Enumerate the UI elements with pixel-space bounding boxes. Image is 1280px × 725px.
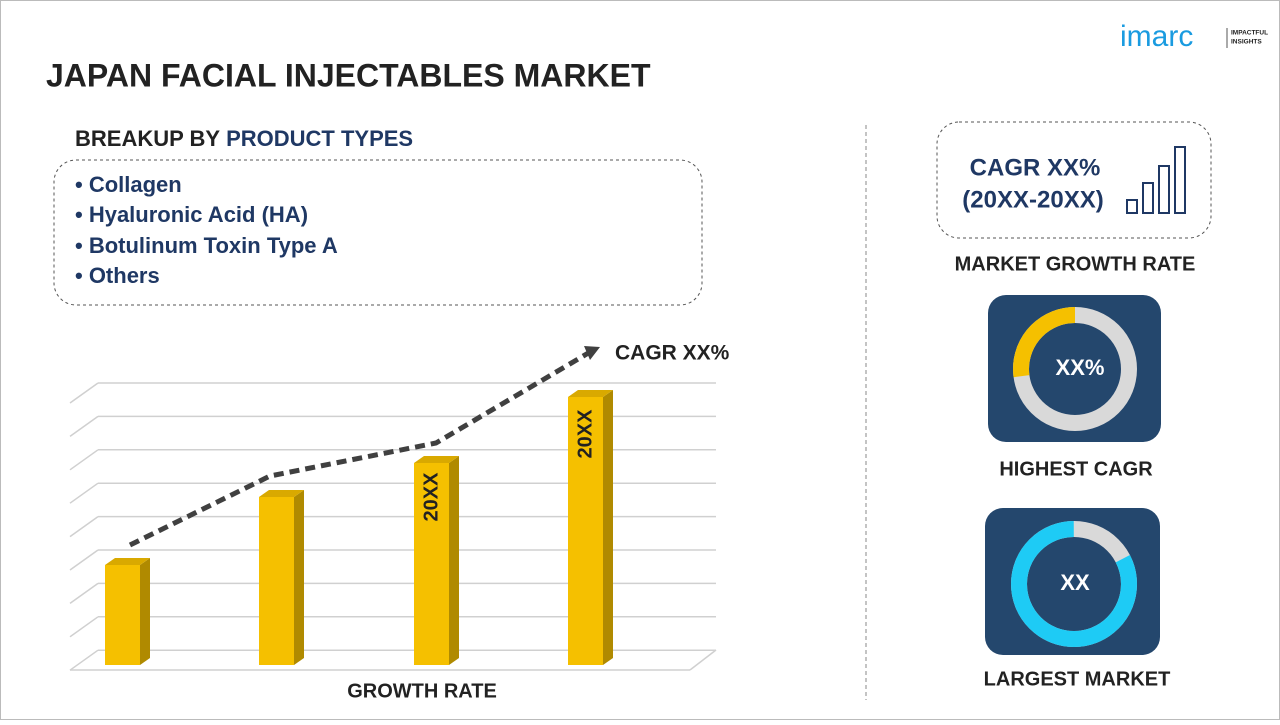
bar-label: 20XX — [420, 472, 442, 522]
growth-icon — [1126, 146, 1186, 214]
bar-side — [449, 456, 459, 665]
grid-slant — [69, 482, 99, 504]
donut-arc — [1011, 521, 1137, 647]
list-item: • Botulinum Toxin Type A — [75, 233, 338, 258]
grid-slant — [69, 549, 99, 571]
list-box — [53, 159, 703, 306]
cagr-caption: HIGHEST CAGR — [999, 458, 1153, 480]
section-heading: BREAKUP BY PRODUCT TYPES — [75, 126, 413, 151]
donut-arc — [1013, 307, 1137, 431]
grid-slant — [69, 415, 99, 438]
market-caption: LARGEST MARKET — [984, 668, 1171, 690]
trend-label: CAGR XX% — [615, 342, 730, 365]
bar-side — [294, 490, 304, 665]
bar-front — [259, 497, 294, 665]
grid-floor — [689, 649, 717, 671]
growth-line: CAGR XX% — [970, 154, 1101, 181]
bar-front — [414, 463, 449, 665]
grid-slant — [69, 382, 99, 404]
list-item: • Collagen — [75, 172, 182, 197]
logo-tagline: IMPACTFUL — [1231, 30, 1268, 37]
heading-prefix: BREAKUP BY — [75, 126, 220, 151]
trend-arrow — [128, 349, 592, 548]
bar-top — [105, 558, 150, 565]
bar-label: 20XX — [574, 409, 596, 459]
logo-brand: imarc — [1120, 20, 1193, 53]
grid-slant — [69, 515, 99, 538]
grid-slant — [69, 616, 99, 638]
list-item: • Others — [75, 263, 160, 288]
growth-caption: MARKET GROWTH RATE — [955, 253, 1196, 275]
heading-topic: PRODUCT TYPES — [226, 126, 413, 151]
arrow-head — [584, 346, 600, 360]
growth-line: (20XX-20XX) — [962, 186, 1103, 213]
grid-slant — [69, 582, 99, 605]
market-value: XX — [1060, 570, 1090, 595]
logo-tagline: INSIGHTS — [1231, 39, 1262, 46]
bar-top — [568, 390, 613, 397]
chart-caption: GROWTH RATE — [347, 680, 497, 702]
growth-box — [936, 121, 1212, 239]
title: JAPAN FACIAL INJECTABLES MARKET — [46, 57, 651, 93]
cagr-value: XX% — [1056, 355, 1105, 380]
grid-slant — [69, 649, 99, 671]
bar-front — [105, 565, 140, 665]
grid-slant — [69, 449, 99, 471]
bar-side — [140, 558, 150, 665]
bar-top — [414, 456, 459, 463]
bar-front — [568, 397, 603, 665]
list-item: • Hyaluronic Acid (HA) — [75, 202, 308, 227]
bar-side — [603, 390, 613, 665]
bars — [105, 390, 613, 665]
bar-top — [259, 490, 304, 497]
